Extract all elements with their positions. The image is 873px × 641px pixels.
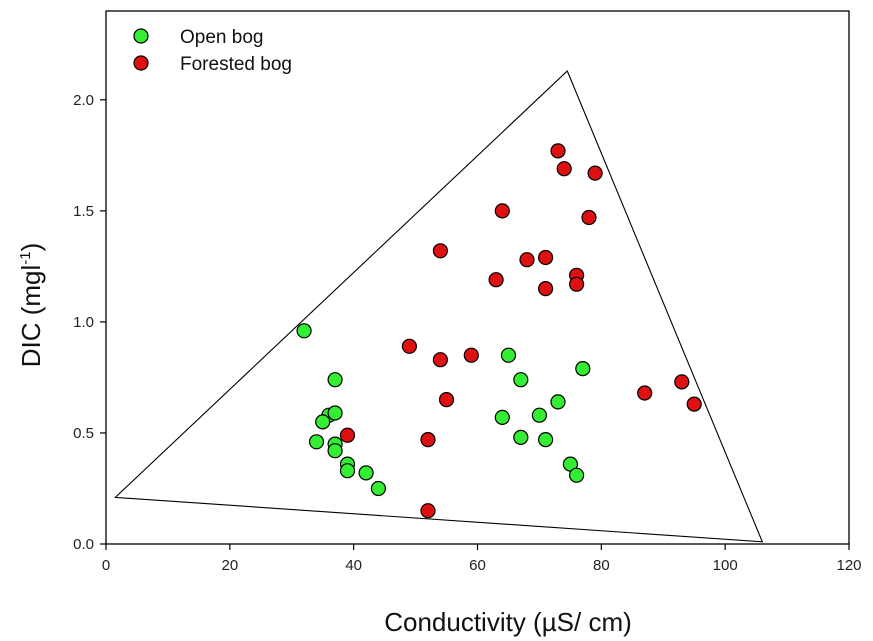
point-open-bog [550, 394, 566, 410]
point-open-bog [327, 372, 343, 388]
y-axis-ticks: 0.0 0.5 1.0 1.5 2.0 [73, 92, 106, 553]
point-forested-bog [581, 209, 597, 226]
point-forested-bog [550, 143, 566, 159]
point-open-bog [315, 414, 331, 430]
point-forested-bog [637, 385, 653, 401]
x-tick-label: 40 [345, 557, 362, 574]
x-tick-label: 0 [102, 557, 110, 574]
point-open-bog [370, 480, 386, 497]
point-open-bog [531, 407, 548, 423]
point-forested-bog [438, 392, 455, 408]
x-axis-ticks: 0 20 40 60 80 100 120 [102, 544, 862, 574]
point-forested-bog [568, 276, 585, 292]
point-forested-bog [420, 503, 436, 519]
point-forested-bog [463, 347, 479, 363]
point-forested-bog [420, 432, 436, 448]
point-open-bog [308, 434, 325, 450]
point-open-bog [500, 347, 517, 363]
point-forested-bog [432, 352, 448, 368]
plot-frame [105, 10, 850, 545]
legend-marker-open-bog [133, 28, 149, 44]
point-open-bog [575, 361, 591, 377]
point-forested-bog [432, 243, 448, 259]
y-tick-label: 2.0 [73, 92, 94, 109]
legend-label-open-bog: Open bog [180, 27, 263, 48]
point-forested-bog [494, 203, 510, 219]
x-tick-label: 100 [713, 557, 738, 574]
legend: Open bog Forested bog [133, 27, 292, 75]
point-forested-bog [556, 161, 572, 177]
point-forested-bog [488, 272, 504, 288]
point-forested-bog [339, 427, 356, 443]
point-forested-bog [674, 374, 690, 390]
point-forested-bog [519, 252, 535, 268]
point-forested-bog [401, 338, 417, 354]
point-open-bog [513, 429, 529, 445]
x-tick-label: 60 [469, 557, 486, 574]
y-axis-title-superscript: -1 [17, 251, 34, 264]
point-forested-bog [686, 396, 702, 412]
y-axis-title-main: DIC (mgl [16, 265, 46, 368]
y-tick-label: 1.0 [73, 314, 94, 331]
data-points [296, 143, 702, 519]
point-forested-bog [587, 165, 603, 181]
y-tick-label: 1.5 [73, 203, 94, 220]
point-forested-bog [537, 281, 554, 297]
point-open-bog [358, 465, 374, 481]
x-tick-label: 20 [221, 557, 238, 574]
y-tick-label: 0.5 [73, 425, 94, 442]
point-open-bog [494, 409, 510, 425]
y-axis-title: DIC (mgl-1) [16, 243, 46, 368]
y-axis-title-close: ) [16, 243, 46, 252]
y-tick-label: 0.0 [73, 536, 94, 553]
point-forested-bog [537, 249, 554, 266]
enclosing-triangle [114, 70, 764, 543]
point-open-bog [327, 443, 343, 459]
x-tick-label: 120 [836, 557, 861, 574]
point-open-bog [513, 372, 529, 388]
x-axis-title: Conductivity (µS/ cm) [384, 607, 632, 637]
legend-marker-forested-bog [133, 55, 149, 71]
legend-label-forested-bog: Forested bog [180, 54, 292, 75]
point-open-bog [537, 432, 554, 448]
point-open-bog [568, 467, 585, 483]
point-open-bog [296, 323, 312, 339]
point-open-bog [339, 463, 356, 479]
point-open-bog [327, 405, 343, 421]
x-tick-label: 80 [593, 557, 610, 574]
